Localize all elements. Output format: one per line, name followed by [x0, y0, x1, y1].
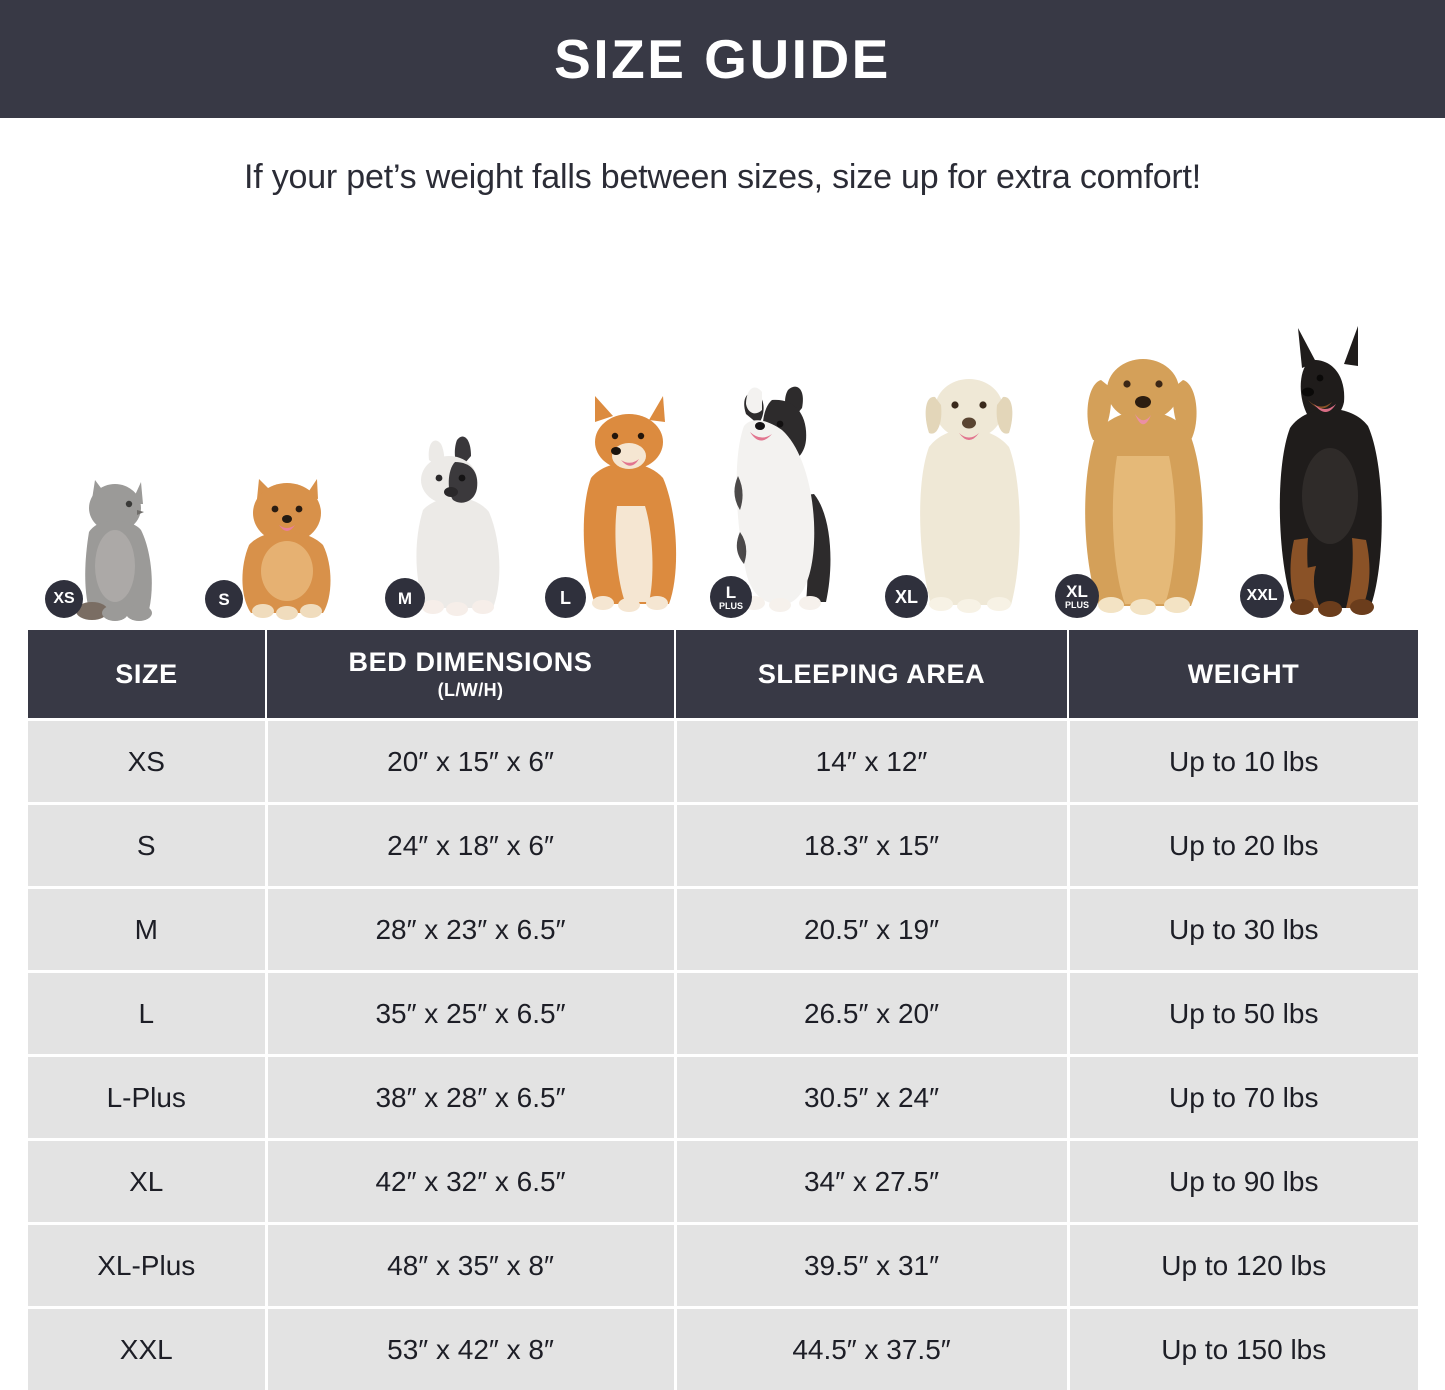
cell-sleeping-area: 44.5″ x 37.5″ — [675, 1308, 1068, 1390]
cell-sleeping-area: 20.5″ x 19″ — [675, 888, 1068, 972]
column-header-size: SIZE — [28, 630, 266, 720]
pet-size-illustration-strip: XS S — [0, 236, 1445, 626]
table-row: XXL 53″ x 42″ x 8″ 44.5″ x 37.5″ Up to 1… — [28, 1308, 1418, 1390]
size-badge-label: XL — [895, 588, 918, 606]
cell-sleeping-area: 30.5″ x 24″ — [675, 1056, 1068, 1140]
size-badge-label: M — [398, 590, 412, 607]
size-badge-label: L — [560, 589, 571, 607]
cell-bed-dimensions: 28″ x 23″ x 6.5″ — [266, 888, 675, 972]
cell-sleeping-area: 26.5″ x 20″ — [675, 972, 1068, 1056]
size-badge-xl-plus: XL PLUS — [1055, 574, 1099, 618]
pet-slot-xxl: XXL — [1240, 326, 1420, 626]
size-badge-label: S — [218, 591, 229, 608]
cell-bed-dimensions: 48″ x 35″ x 8″ — [266, 1224, 675, 1308]
size-badge-s: S — [205, 580, 243, 618]
table-row: L 35″ x 25″ x 6.5″ 26.5″ x 20″ Up to 50 … — [28, 972, 1418, 1056]
size-chart-table: SIZE BED DIMENSIONS (L/W/H) SLEEPING ARE… — [28, 630, 1418, 1390]
size-badge-label: XXL — [1246, 588, 1277, 604]
table-row: XS 20″ x 15″ x 6″ 14″ x 12″ Up to 10 lbs — [28, 720, 1418, 804]
column-header-size-label: SIZE — [115, 659, 177, 689]
cell-bed-dimensions: 53″ x 42″ x 8″ — [266, 1308, 675, 1390]
size-badge-label: XS — [53, 591, 74, 607]
size-badge-label: L — [726, 584, 736, 601]
cell-size: XL — [28, 1140, 266, 1224]
subtitle-text: If your pet’s weight falls between sizes… — [244, 158, 1201, 197]
size-badge-l-plus: L PLUS — [710, 576, 752, 618]
pet-slot-l: L — [545, 386, 715, 626]
size-badge-m: M — [385, 578, 425, 618]
cell-weight: Up to 70 lbs — [1068, 1056, 1418, 1140]
header-bar: SIZE GUIDE — [0, 0, 1445, 118]
size-badge-label: XL — [1066, 583, 1088, 600]
cell-bed-dimensions: 42″ x 32″ x 6.5″ — [266, 1140, 675, 1224]
cell-size: L-Plus — [28, 1056, 266, 1140]
column-header-weight: WEIGHT — [1068, 630, 1418, 720]
cell-weight: Up to 120 lbs — [1068, 1224, 1418, 1308]
cell-bed-dimensions: 20″ x 15″ x 6″ — [266, 720, 675, 804]
table-row: M 28″ x 23″ x 6.5″ 20.5″ x 19″ Up to 30 … — [28, 888, 1418, 972]
column-header-weight-label: WEIGHT — [1188, 659, 1300, 689]
column-header-bed-dimensions: BED DIMENSIONS (L/W/H) — [266, 630, 675, 720]
cell-bed-dimensions: 38″ x 28″ x 6.5″ — [266, 1056, 675, 1140]
subtitle-section: If your pet’s weight falls between sizes… — [0, 118, 1445, 236]
column-header-bed-dimensions-label: BED DIMENSIONS — [349, 647, 593, 677]
table-body: XS 20″ x 15″ x 6″ 14″ x 12″ Up to 10 lbs… — [28, 720, 1418, 1390]
cell-weight: Up to 150 lbs — [1068, 1308, 1418, 1390]
table-row: XL 42″ x 32″ x 6.5″ 34″ x 27.5″ Up to 90… — [28, 1140, 1418, 1224]
pet-slot-l-plus: L PLUS — [710, 366, 880, 626]
cell-weight: Up to 30 lbs — [1068, 888, 1418, 972]
cell-weight: Up to 90 lbs — [1068, 1140, 1418, 1224]
column-header-sleeping-area: SLEEPING AREA — [675, 630, 1068, 720]
size-badge-xxl: XXL — [1240, 574, 1284, 618]
table-row: S 24″ x 18″ x 6″ 18.3″ x 15″ Up to 20 lb… — [28, 804, 1418, 888]
size-badge-xs: XS — [45, 580, 83, 618]
cell-size: XXL — [28, 1308, 266, 1390]
pet-slot-m: M — [385, 426, 545, 626]
size-badge-xl: XL — [885, 575, 928, 618]
cell-bed-dimensions: 35″ x 25″ x 6.5″ — [266, 972, 675, 1056]
cell-sleeping-area: 34″ x 27.5″ — [675, 1140, 1068, 1224]
cell-weight: Up to 20 lbs — [1068, 804, 1418, 888]
column-header-sleeping-area-label: SLEEPING AREA — [758, 659, 985, 689]
size-badge-sublabel: PLUS — [1065, 601, 1089, 610]
cell-size: XL-Plus — [28, 1224, 266, 1308]
pet-slot-xl: XL — [885, 361, 1060, 626]
pet-slot-s: S — [205, 461, 365, 626]
cell-size: L — [28, 972, 266, 1056]
pet-slot-xs: XS — [45, 446, 195, 626]
column-header-bed-dimensions-sublabel: (L/W/H) — [267, 680, 674, 701]
pet-slot-xl-plus: XL PLUS — [1055, 336, 1240, 626]
cell-weight: Up to 50 lbs — [1068, 972, 1418, 1056]
table-row: L-Plus 38″ x 28″ x 6.5″ 30.5″ x 24″ Up t… — [28, 1056, 1418, 1140]
cell-sleeping-area: 39.5″ x 31″ — [675, 1224, 1068, 1308]
cell-size: M — [28, 888, 266, 972]
size-chart-table-wrapper: SIZE BED DIMENSIONS (L/W/H) SLEEPING ARE… — [28, 630, 1418, 1390]
cell-size: XS — [28, 720, 266, 804]
table-header: SIZE BED DIMENSIONS (L/W/H) SLEEPING ARE… — [28, 630, 1418, 720]
table-row: XL-Plus 48″ x 35″ x 8″ 39.5″ x 31″ Up to… — [28, 1224, 1418, 1308]
size-badge-l: L — [545, 577, 586, 618]
cell-sleeping-area: 14″ x 12″ — [675, 720, 1068, 804]
cell-bed-dimensions: 24″ x 18″ x 6″ — [266, 804, 675, 888]
cell-sleeping-area: 18.3″ x 15″ — [675, 804, 1068, 888]
page-title: SIZE GUIDE — [554, 32, 891, 87]
table-header-row: SIZE BED DIMENSIONS (L/W/H) SLEEPING ARE… — [28, 630, 1418, 720]
size-badge-sublabel: PLUS — [719, 602, 743, 611]
cell-size: S — [28, 804, 266, 888]
cell-weight: Up to 10 lbs — [1068, 720, 1418, 804]
